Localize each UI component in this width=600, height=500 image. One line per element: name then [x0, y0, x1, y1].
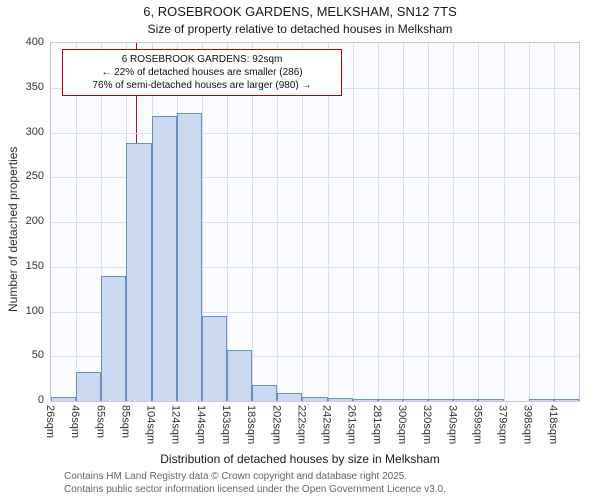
gridline-vertical — [227, 43, 228, 401]
y-tick-label: 350 — [25, 80, 44, 93]
gridline-vertical — [302, 43, 304, 401]
y-tick-label: 250 — [25, 170, 44, 183]
histogram-bar — [176, 112, 202, 401]
x-tick-label: 183sqm — [245, 405, 258, 445]
y-tick-label: 300 — [25, 125, 44, 138]
gridline-vertical — [403, 43, 404, 401]
x-tick-label: 379sqm — [496, 405, 509, 445]
gridline-vertical — [503, 43, 505, 401]
footer-line1: Contains HM Land Registry data © Crown c… — [64, 471, 408, 482]
histogram-bar — [528, 399, 554, 401]
y-tick-label: 400 — [25, 36, 44, 48]
annotation-line3: 76% of semi-detached houses are larger (… — [92, 80, 312, 91]
plot-area: 6 ROSEBROOK GARDENS: 92sqm ← 22% of deta… — [50, 42, 580, 402]
footer: Contains HM Land Registry data © Crown c… — [64, 471, 446, 496]
x-tick-label: 261sqm — [345, 405, 358, 445]
histogram-bar — [76, 372, 102, 401]
histogram-bar — [252, 384, 278, 401]
histogram-bar — [51, 396, 77, 401]
x-tick-label: 124sqm — [169, 405, 182, 445]
histogram-bar — [428, 399, 454, 401]
x-axis-label: Distribution of detached houses by size … — [160, 452, 440, 466]
histogram-bar — [277, 392, 303, 401]
histogram-bar — [352, 399, 378, 401]
annotation-box: 6 ROSEBROOK GARDENS: 92sqm ← 22% of deta… — [62, 49, 342, 96]
x-tick-label: 340sqm — [446, 405, 459, 445]
footer-line2: Contains public sector information licen… — [64, 483, 446, 495]
y-tick-label: 200 — [25, 215, 44, 227]
y-tick-label: 50 — [31, 349, 44, 362]
histogram-bar — [201, 315, 227, 401]
gridline-vertical — [478, 43, 480, 401]
gridline-vertical — [352, 43, 354, 401]
gridline-vertical — [528, 43, 530, 401]
histogram-bar — [101, 275, 127, 401]
gridline-vertical — [101, 43, 103, 401]
x-tick-label: 398sqm — [521, 405, 534, 445]
gridline-vertical — [327, 43, 329, 401]
gridline-horizontal — [51, 311, 579, 313]
gridline-horizontal — [51, 356, 579, 358]
histogram-bar — [126, 143, 152, 401]
chart-subtitle: Size of property relative to detached ho… — [147, 22, 453, 36]
gridline-vertical — [76, 43, 78, 401]
histogram-bar — [302, 397, 328, 401]
x-tick-label: 65sqm — [94, 405, 107, 439]
x-tick-label: 202sqm — [270, 405, 283, 445]
gridline-vertical — [377, 43, 379, 401]
gridline-vertical — [277, 43, 279, 401]
gridline-vertical — [553, 43, 555, 401]
histogram-bar — [478, 399, 504, 401]
gridline-horizontal — [51, 266, 579, 268]
x-tick-label: 222sqm — [295, 405, 308, 445]
annotation-line2: ← 22% of detached houses are smaller (28… — [101, 67, 303, 78]
gridline-horizontal — [51, 177, 579, 179]
histogram-bar — [377, 399, 403, 401]
x-tick-label: 46sqm — [69, 405, 82, 439]
gridline-vertical — [428, 43, 430, 401]
x-tick-label: 26sqm — [44, 405, 56, 439]
histogram-bar — [227, 350, 253, 401]
gridline-horizontal — [51, 222, 579, 223]
gridline-horizontal — [51, 132, 579, 134]
histogram-bar — [327, 398, 353, 401]
y-tick-label: 0 — [37, 394, 44, 406]
x-tick-label: 242sqm — [320, 405, 333, 445]
x-tick-label: 359sqm — [471, 405, 484, 445]
annotation-line1: 6 ROSEBROOK GARDENS: 92sqm — [121, 54, 283, 65]
histogram-bar — [553, 399, 579, 401]
histogram-bar — [403, 399, 429, 401]
x-tick-label: 418sqm — [546, 405, 559, 445]
y-tick-label: 150 — [25, 259, 44, 272]
x-tick-label: 163sqm — [220, 405, 232, 445]
x-tick-label: 300sqm — [396, 405, 408, 445]
x-tick-label: 104sqm — [144, 405, 157, 445]
y-tick-label: 100 — [25, 304, 44, 317]
gridline-vertical — [453, 43, 455, 401]
histogram-bar — [151, 116, 177, 401]
x-tick-label: 320sqm — [421, 405, 434, 445]
x-tick-label: 144sqm — [194, 405, 207, 445]
page-title: 6, ROSEBROOK GARDENS, MELKSHAM, SN12 7TS — [143, 4, 457, 19]
x-tick-label: 281sqm — [370, 405, 383, 445]
gridline-vertical — [201, 43, 203, 401]
gridline-vertical — [252, 43, 254, 401]
x-tick-label: 85sqm — [119, 405, 132, 439]
histogram-bar — [453, 399, 479, 401]
